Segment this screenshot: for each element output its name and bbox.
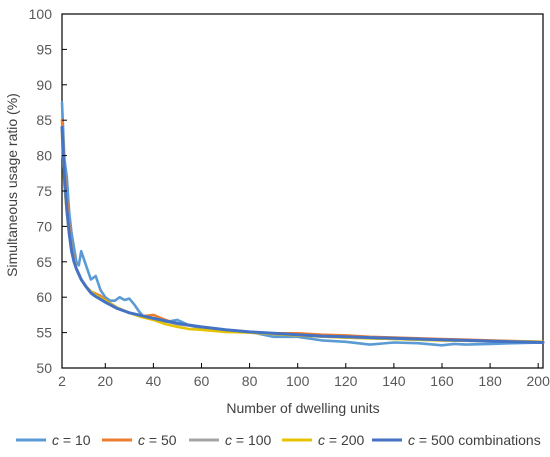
legend-label-5: c = 500 combinations (408, 432, 541, 448)
legend-value: = 200 (325, 432, 365, 448)
legend-variable: c (138, 432, 145, 448)
x-tick-label: 20 (98, 373, 114, 389)
x-tick-label: 180 (478, 373, 502, 389)
legend-variable: c (225, 432, 232, 448)
y-tick-label: 60 (36, 289, 52, 305)
x-tick-label: 200 (527, 373, 550, 389)
y-tick-label: 90 (36, 77, 52, 93)
legend-variable: c (52, 432, 59, 448)
x-tick-label: 140 (382, 373, 406, 389)
x-axis-title: Number of dwelling units (226, 400, 379, 416)
y-tick-label: 55 (36, 325, 52, 341)
x-tick-label: 120 (334, 373, 358, 389)
x-tick-label: 2 (58, 373, 66, 389)
y-tick-label: 75 (36, 183, 52, 199)
legend-label-2: c = 50 (138, 432, 177, 448)
legend-label-1: c = 10 (52, 432, 91, 448)
series-line-5 (60, 125, 545, 344)
y-tick-label: 70 (36, 218, 52, 234)
y-axis-ticks: 50 55 60 65 70 75 80 85 90 95 100 (29, 6, 67, 376)
x-tick-label: 160 (430, 373, 454, 389)
legend-variable: c (318, 432, 325, 448)
y-tick-label: 95 (36, 41, 52, 57)
y-tick-label: 50 (36, 360, 52, 376)
y-tick-label: 65 (36, 254, 52, 270)
legend-value: = 500 combinations (415, 432, 541, 448)
series-line-4 (60, 133, 545, 344)
y-tick-label: 85 (36, 112, 52, 128)
legend-value: = 50 (145, 432, 177, 448)
legend-label-3: c = 100 (225, 432, 272, 448)
legend-label-4: c = 200 (318, 432, 365, 448)
legend-value: = 10 (59, 432, 91, 448)
x-tick-label: 60 (194, 373, 210, 389)
x-tick-label: 80 (242, 373, 258, 389)
y-tick-label: 80 (36, 148, 52, 164)
legend-variable: c (408, 432, 415, 448)
series-line-2 (60, 118, 545, 344)
series-line-1 (60, 101, 545, 347)
series-lines (60, 101, 545, 347)
x-axis-ticks: 2 20 40 60 80 100 120 140 160 180 200 (58, 363, 550, 389)
x-tick-label: 40 (146, 373, 162, 389)
legend-value: = 100 (232, 432, 272, 448)
y-axis-title: Simultaneous usage ratio (%) (4, 93, 20, 277)
x-tick-label: 100 (286, 373, 310, 389)
legend: c = 10 c = 50 c = 100 c = 200 c = 500 combin… (16, 432, 541, 448)
series-line-3 (60, 126, 545, 344)
y-tick-label: 100 (29, 6, 53, 22)
